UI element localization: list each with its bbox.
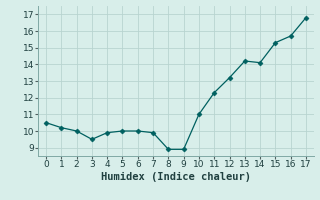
X-axis label: Humidex (Indice chaleur): Humidex (Indice chaleur) [101, 172, 251, 182]
